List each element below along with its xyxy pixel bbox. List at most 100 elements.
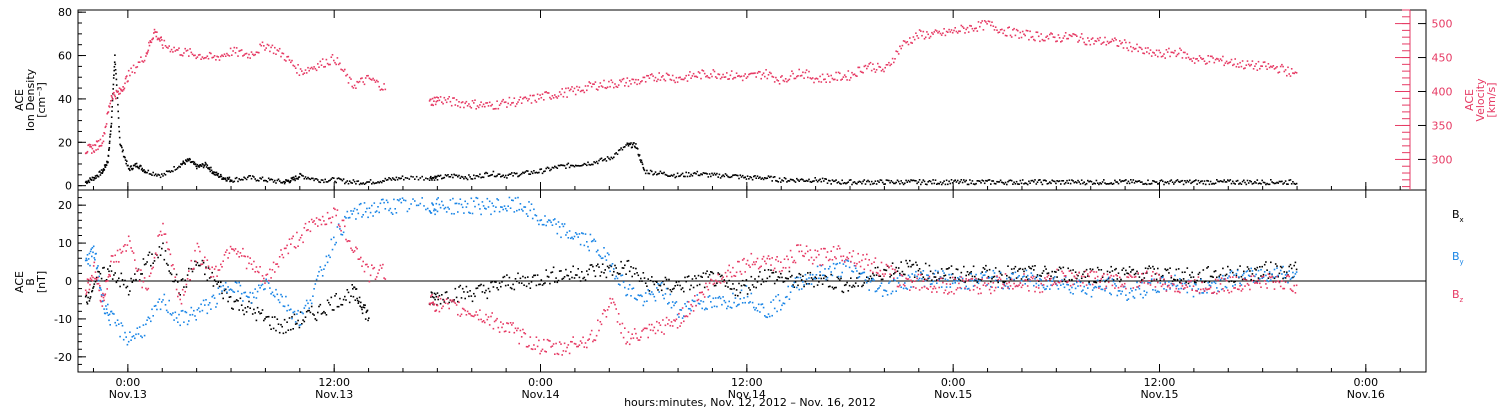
by-point [95,252,97,255]
by-point [452,197,454,200]
bz-point [579,340,582,342]
by-point [929,283,932,285]
bx-point [292,328,294,330]
ion-density-point [963,179,965,181]
bz-point [680,322,683,324]
velocity-point [783,80,786,83]
ion-density-point [749,176,751,178]
bx-point [728,279,730,282]
velocity-point [103,132,106,135]
by-point [609,270,611,273]
bx-point [982,267,985,269]
by-point [1232,285,1234,287]
ion-density-point [196,163,199,166]
by-point [692,300,695,303]
by-point [1241,274,1244,276]
ion-density-point [189,158,191,161]
by-point [404,199,407,202]
bz-point [513,331,516,334]
velocity-point [282,52,285,55]
ion-density-point [944,183,947,186]
bz-point [771,257,773,259]
by-point [442,204,444,207]
ion-density-point [629,143,632,146]
ion-density-point [360,182,362,185]
by-point [983,274,986,276]
ion-density-point [797,179,799,181]
ion-density-point [853,181,856,183]
bx-point [1255,269,1257,271]
ion-density-point [841,179,843,182]
bx-point [1224,274,1227,277]
bz-point [1138,285,1141,287]
bz-point [87,281,89,284]
velocity-point [558,91,561,93]
bx-point [579,280,582,282]
velocity-point [577,89,579,91]
velocity-point [1060,41,1062,43]
bz-point [937,279,939,282]
by-point [238,281,240,284]
by-point [899,274,901,277]
bx-point [533,274,535,277]
velocity-point [1014,34,1017,37]
by-point [447,206,449,209]
bz-point [949,283,952,285]
bz-point [1066,281,1068,284]
by-point [581,232,583,234]
bz-point [738,260,740,263]
by-point [1159,282,1162,284]
velocity-point [430,98,432,101]
velocity-point [972,30,975,32]
ion-density-point [722,174,724,176]
velocity-point [1121,41,1123,44]
bz-point [1158,274,1160,276]
ion-density-point [1209,180,1212,183]
bx-point [480,283,482,286]
ion-density-point [551,166,554,169]
velocity-point [659,79,662,81]
by-point [368,207,371,209]
by-point [726,307,728,310]
by-point [1099,285,1101,288]
velocity-point [868,63,870,65]
velocity-point [1213,61,1216,64]
by-point [658,291,660,293]
bz-point [442,305,444,308]
ion-density-point [1171,181,1174,183]
velocity-point [859,70,862,73]
ion-density-point [362,182,364,184]
by-point [879,285,882,287]
bz-point [727,269,729,272]
by-point [765,316,767,318]
ion-density-point [644,172,647,175]
bx-point [567,274,570,277]
by-point [915,270,917,273]
bz-point [473,315,475,318]
ion-density-point [982,180,985,182]
velocity-point [488,101,491,104]
velocity-point [771,75,773,78]
bx-point [717,272,719,274]
velocity-point [947,31,949,33]
velocity-point [805,69,808,71]
ion-density-point [466,178,469,181]
ion-density-point [375,182,378,184]
bx-point [1003,281,1006,284]
ion-density-point [244,177,247,180]
by-point [1146,291,1148,294]
velocity-point [759,71,761,73]
bz-point [455,304,458,306]
bz-point [509,322,512,324]
bx-point [1257,277,1260,279]
bx-point [247,306,249,308]
bx-point [552,266,555,269]
by-point [124,331,126,334]
ion-density-point [662,172,664,175]
bx-point [433,296,435,299]
by-point [1179,278,1181,280]
ion-density-point [1175,180,1178,182]
ion-density-point [728,176,730,179]
velocity-point [1143,52,1146,55]
by-point [414,200,416,202]
